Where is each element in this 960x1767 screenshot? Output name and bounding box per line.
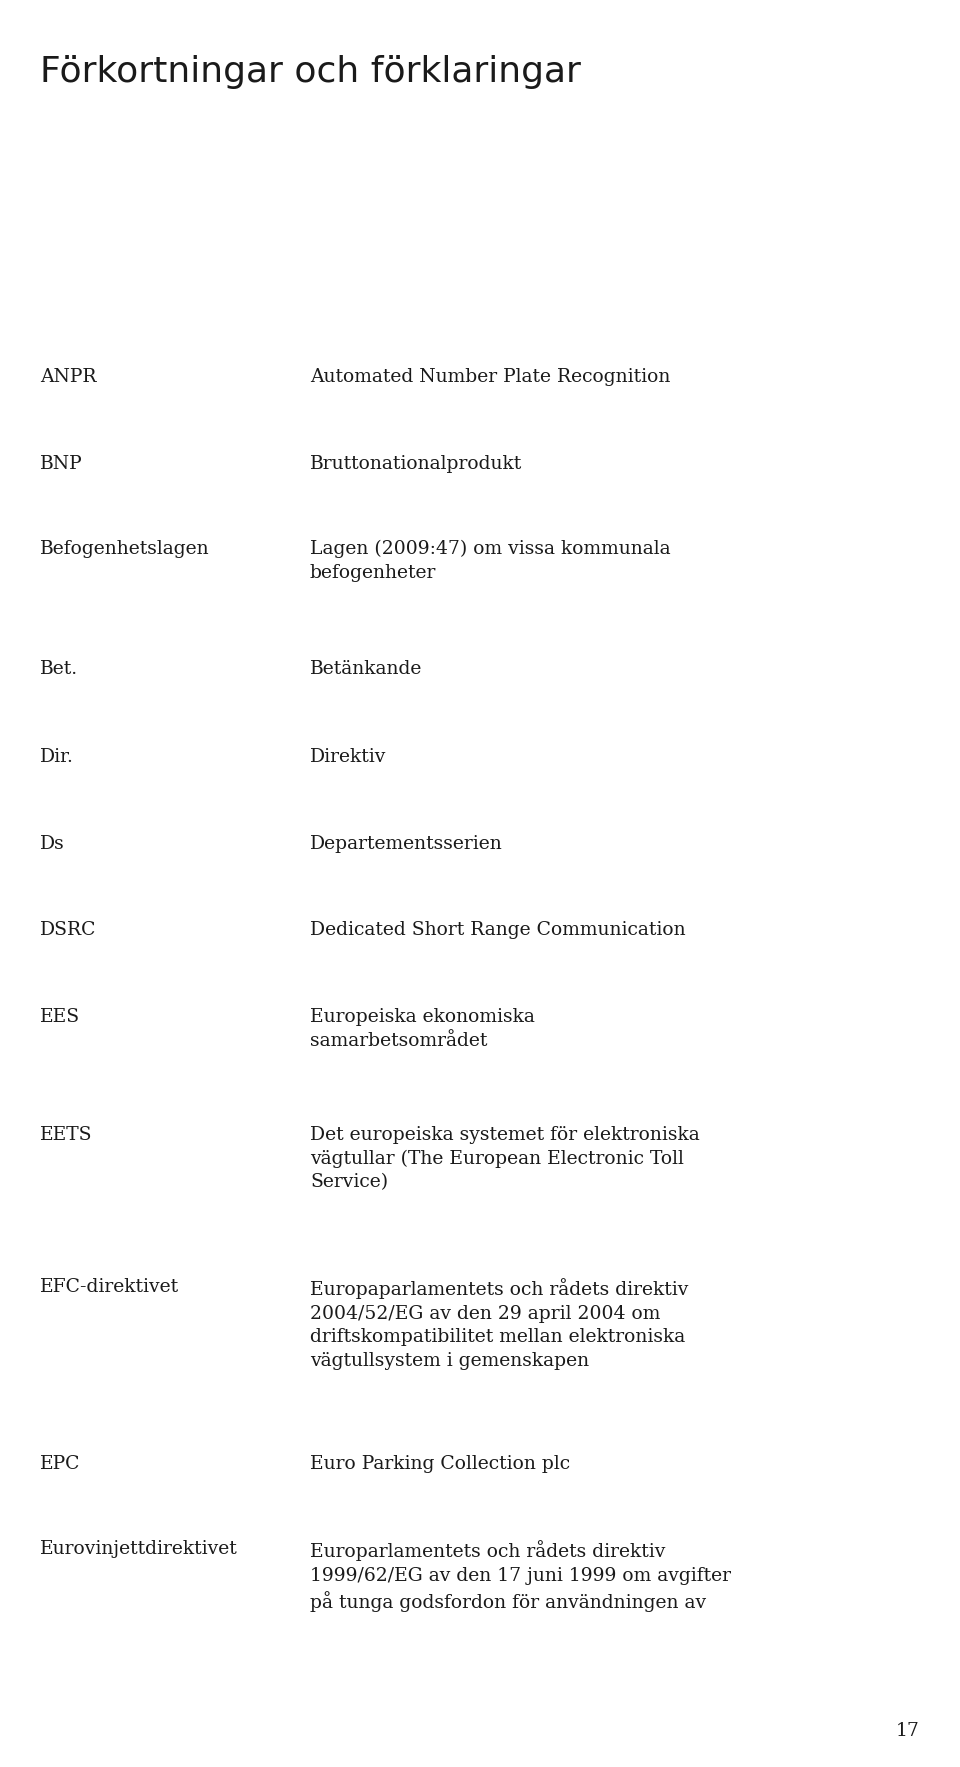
Text: Automated Number Plate Recognition: Automated Number Plate Recognition xyxy=(310,368,670,385)
Text: EFC-direktivet: EFC-direktivet xyxy=(40,1278,180,1295)
Text: EPC: EPC xyxy=(40,1454,81,1474)
Text: Betänkande: Betänkande xyxy=(310,661,422,679)
Text: Bet.: Bet. xyxy=(40,661,78,679)
Text: Dir.: Dir. xyxy=(40,747,74,767)
Text: 17: 17 xyxy=(896,1723,920,1740)
Text: Euro Parking Collection plc: Euro Parking Collection plc xyxy=(310,1454,570,1474)
Text: Departementsserien: Departementsserien xyxy=(310,836,503,853)
Text: Europeiska ekonomiska
samarbetsområdet: Europeiska ekonomiska samarbetsområdet xyxy=(310,1007,535,1050)
Text: Förkortningar och förklaringar: Förkortningar och förklaringar xyxy=(40,55,581,88)
Text: DSRC: DSRC xyxy=(40,921,97,938)
Text: EETS: EETS xyxy=(40,1126,92,1143)
Text: EES: EES xyxy=(40,1007,80,1027)
Text: Ds: Ds xyxy=(40,836,64,853)
Text: Europarlamentets och rådets direktiv
1999/62/EG av den 17 juni 1999 om avgifter
: Europarlamentets och rådets direktiv 199… xyxy=(310,1541,731,1612)
Text: Eurovinjettdirektivet: Eurovinjettdirektivet xyxy=(40,1541,238,1558)
Text: Europaparlamentets och rådets direktiv
2004/52/EG av den 29 april 2004 om
drifts: Europaparlamentets och rådets direktiv 2… xyxy=(310,1278,688,1369)
Text: Det europeiska systemet för elektroniska
vägtullar (The European Electronic Toll: Det europeiska systemet för elektroniska… xyxy=(310,1126,700,1191)
Text: Lagen (2009:47) om vissa kommunala
befogenheter: Lagen (2009:47) om vissa kommunala befog… xyxy=(310,541,671,581)
Text: BNP: BNP xyxy=(40,454,83,474)
Text: Bruttonationalprodukt: Bruttonationalprodukt xyxy=(310,454,522,474)
Text: Direktiv: Direktiv xyxy=(310,747,386,767)
Text: Befogenhetslagen: Befogenhetslagen xyxy=(40,541,209,558)
Text: Dedicated Short Range Communication: Dedicated Short Range Communication xyxy=(310,921,685,938)
Text: ANPR: ANPR xyxy=(40,368,97,385)
